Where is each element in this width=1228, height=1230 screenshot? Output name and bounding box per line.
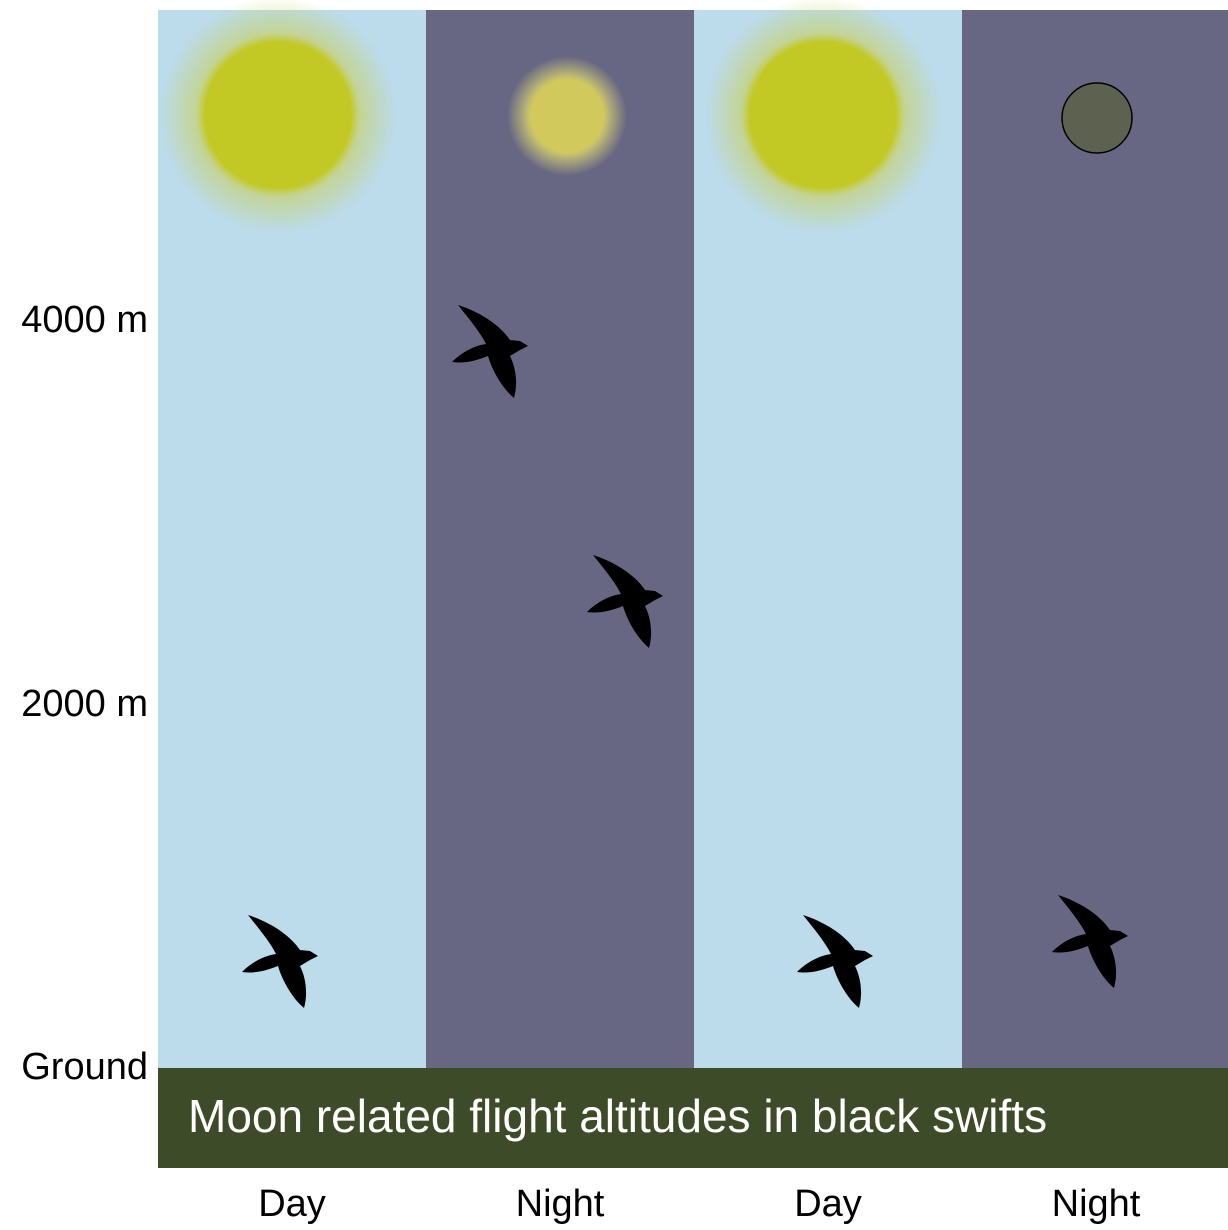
column-label: Day <box>258 1183 326 1225</box>
altitude-label: Ground <box>21 1046 148 1088</box>
altitude-label: 4000 m <box>21 299 148 341</box>
column-label: Night <box>1052 1183 1141 1225</box>
diagram: Moon related flight altitudes in black s… <box>0 0 1228 1230</box>
column-label: Day <box>794 1183 862 1225</box>
night-panel <box>962 10 1228 1070</box>
full-moon <box>507 56 627 176</box>
sun <box>705 0 941 233</box>
sun <box>160 0 396 233</box>
column-label: Night <box>516 1183 605 1225</box>
new-moon <box>1062 83 1132 153</box>
altitude-label: 2000 m <box>21 683 148 725</box>
banner-title: Moon related flight altitudes in black s… <box>188 1090 1047 1142</box>
